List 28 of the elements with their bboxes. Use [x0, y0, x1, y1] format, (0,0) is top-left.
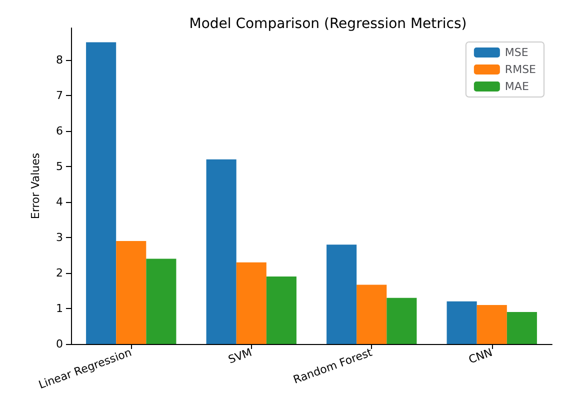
bar — [146, 258, 176, 344]
y-tick-label: 0 — [56, 338, 63, 350]
y-tick-label: 6 — [56, 124, 63, 138]
bar — [206, 159, 236, 344]
bar — [236, 262, 266, 344]
bar — [326, 244, 357, 344]
y-tick-label: 5 — [56, 160, 63, 173]
y-tick-label: 8 — [56, 53, 63, 66]
bar — [446, 301, 477, 344]
chart-title: Model Comparison (Regression Metrics) — [189, 16, 467, 32]
bar — [476, 304, 507, 344]
legend-label: RMSE — [504, 63, 536, 76]
x-tick-label: CNN — [466, 346, 494, 366]
y-tick-label: 2 — [56, 266, 63, 280]
legend-label: MSE — [504, 46, 528, 59]
x-tick-label: SVM — [226, 346, 254, 366]
legend-label: MAE — [504, 80, 529, 93]
bar — [386, 298, 417, 344]
bar — [86, 42, 116, 344]
y-axis-title: Error Values — [29, 152, 42, 220]
y-tick-label: 4 — [56, 195, 63, 208]
y-tick-label: 7 — [56, 88, 63, 102]
bar — [356, 284, 387, 344]
y-tick-label: 1 — [56, 302, 63, 315]
y-tick-label: 3 — [56, 230, 63, 244]
bar — [506, 312, 537, 344]
bar — [266, 276, 296, 344]
bar — [116, 241, 146, 344]
